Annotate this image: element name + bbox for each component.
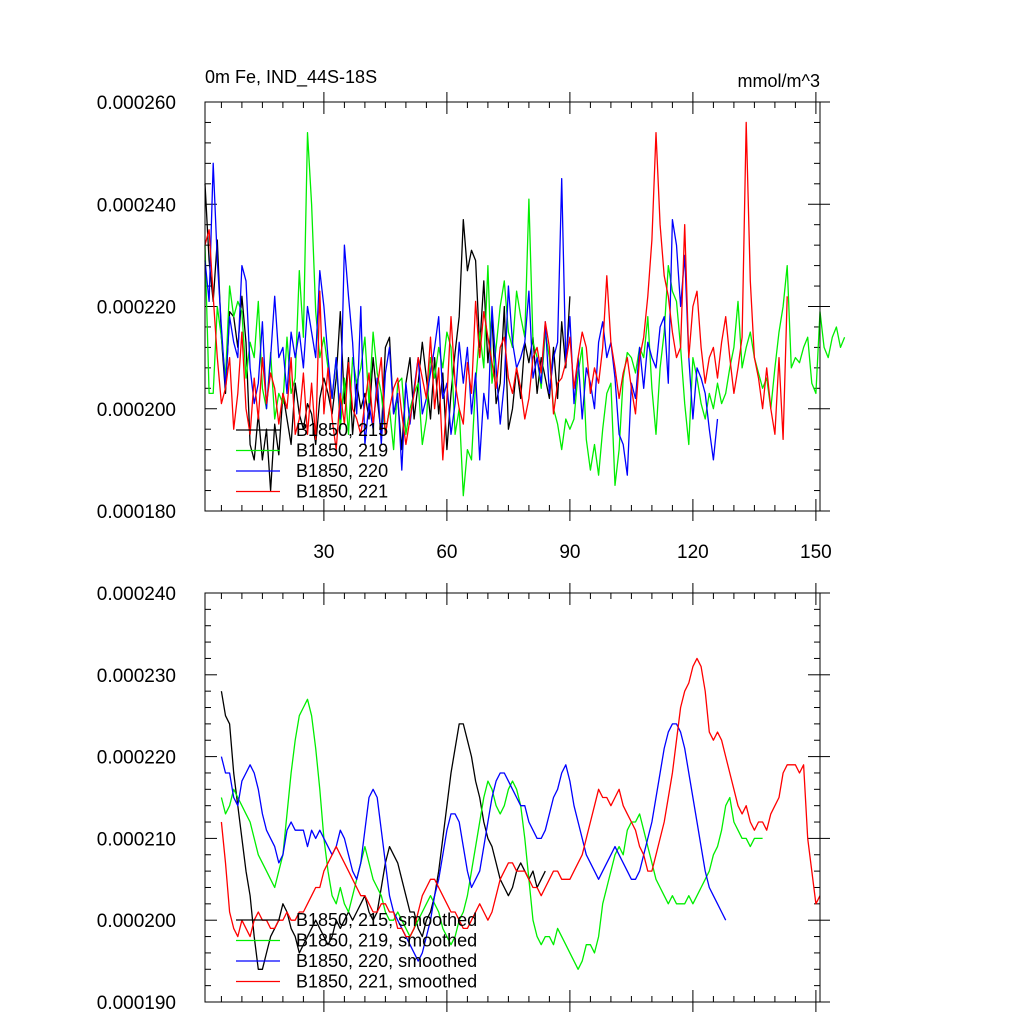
legend-label: B1850, 219, smoothed bbox=[296, 931, 477, 951]
top-ticks: 30 60 90 120 150 0.000180 0.000200 0.000220 0.00… bbox=[97, 92, 832, 563]
x-tick-label: 60 bbox=[436, 542, 457, 563]
legend-label: B1850, 220, smoothed bbox=[296, 951, 477, 971]
units-label: mmol/m^3 bbox=[738, 71, 820, 91]
bottom-plot-frame bbox=[204, 592, 821, 1003]
series-line bbox=[220, 723, 727, 962]
legend-label: B1850, 215 bbox=[296, 420, 388, 440]
y-tick-label: 0.000220 bbox=[97, 748, 176, 769]
series-line bbox=[220, 698, 763, 970]
y-tick-label: 0.000260 bbox=[97, 93, 176, 114]
y-tick-label: 0.000200 bbox=[97, 400, 176, 421]
top-series-group bbox=[204, 121, 846, 497]
series-line bbox=[204, 162, 719, 476]
y-tick-label: 0.000180 bbox=[97, 502, 176, 523]
x-tick-label: 150 bbox=[800, 542, 832, 563]
legend-label: B1850, 221 bbox=[296, 482, 388, 502]
y-tick-label: 0.000190 bbox=[97, 993, 176, 1014]
top-panel: 0m Fe, IND_44S-18S mmol/m^3 30 60 90 120 150… bbox=[97, 67, 846, 563]
y-tick-label: 0.000200 bbox=[97, 911, 176, 932]
y-tick-label: 0.000220 bbox=[97, 298, 176, 319]
y-tick-label: 0.000240 bbox=[97, 195, 176, 216]
y-tick-label: 0.000230 bbox=[97, 666, 176, 687]
series-line bbox=[204, 121, 788, 461]
bottom-panel: 0.000190 0.000200 0.000210 0.000220 0.000230… bbox=[97, 583, 830, 1014]
legend-label: B1850, 220 bbox=[296, 461, 388, 481]
series-line bbox=[220, 657, 821, 938]
legend-label: B1850, 221, smoothed bbox=[296, 972, 477, 992]
y-tick-label: 0.000210 bbox=[97, 829, 176, 850]
bottom-ticks: 0.000190 0.000200 0.000210 0.000220 0.000230… bbox=[97, 583, 830, 1014]
top-plot-frame bbox=[204, 101, 821, 512]
chart-title: 0m Fe, IND_44S-18S bbox=[205, 67, 377, 88]
legend-label: B1850, 215, smoothed bbox=[296, 910, 477, 930]
y-tick-label: 0.000240 bbox=[97, 584, 176, 605]
series-line bbox=[204, 183, 571, 492]
x-tick-label: 90 bbox=[559, 542, 580, 563]
x-tick-label: 120 bbox=[677, 542, 709, 563]
legend-label: B1850, 219 bbox=[296, 441, 388, 461]
bottom-series-group bbox=[220, 657, 821, 970]
x-tick-label: 30 bbox=[313, 542, 334, 563]
